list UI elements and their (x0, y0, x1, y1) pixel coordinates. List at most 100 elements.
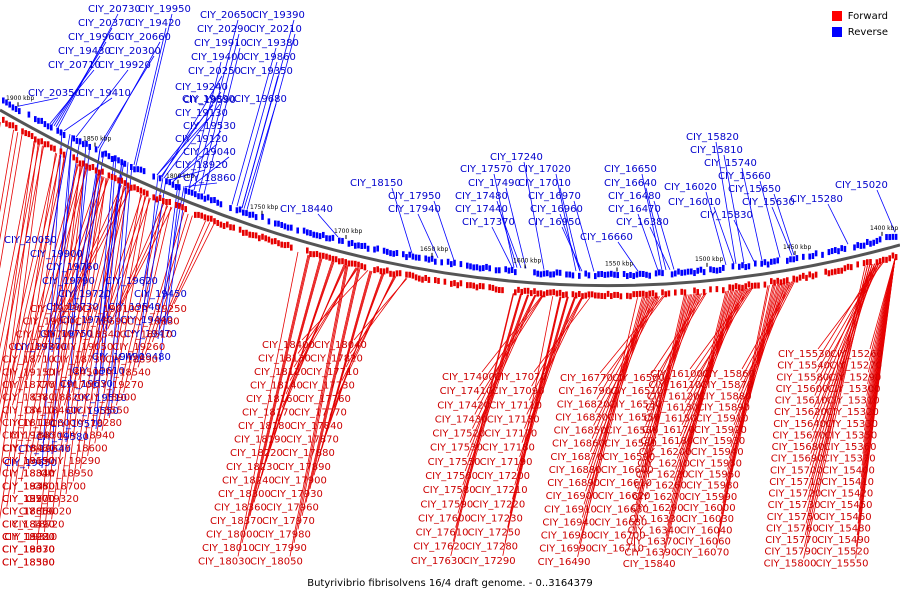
forward-leader-line (0, 152, 56, 520)
forward-gene-label: CIY_19010 (82, 304, 135, 315)
reverse-gene (853, 244, 856, 251)
kbp-tick-track: 1900 kbp 1850 kbp 1800 kbp 1750 kbp 1700 kbp… (6, 95, 898, 272)
forward-gene (747, 281, 751, 288)
forward-leader-line (58, 175, 103, 507)
forward-gene-label: CIY_17220 (472, 499, 525, 510)
reverse-gene (594, 273, 597, 280)
reverse-gene (507, 267, 511, 274)
reverse-gene (75, 137, 79, 144)
forward-gene-label: CIY_18500 (2, 557, 55, 568)
forward-gene (664, 291, 667, 298)
reverse-leader-line (417, 213, 439, 259)
forward-gene (834, 268, 837, 275)
forward-gene-label: CIY_18730 (53, 355, 106, 366)
forward-gene (792, 275, 795, 282)
forward-gene-label: CIY_17600 (418, 513, 471, 524)
forward-leader-line (289, 264, 347, 557)
reverse-gene (658, 269, 661, 276)
reverse-gene (469, 263, 472, 270)
reverse-gene (72, 135, 75, 142)
reverse-gene (510, 266, 514, 273)
kbp-tick-label: 1550 kbp (605, 261, 633, 268)
reverse-gene (555, 269, 559, 276)
reverse-gene (206, 194, 210, 201)
forward-gene-label: CIY_17610 (416, 528, 469, 539)
forward-gene (520, 288, 523, 295)
forward-gene (453, 280, 456, 287)
forward-gene-label: CIY_16210 (637, 458, 690, 469)
forward-gene-label: CIY_16510 (610, 386, 663, 397)
forward-gene-label: CIY_15730 (768, 500, 821, 511)
reverse-gene (424, 255, 427, 262)
forward-gene-label: CIY_15890 (697, 403, 750, 414)
forward-gene (216, 219, 219, 226)
reverse-leader-line (641, 173, 663, 271)
reverse-leader-line (231, 47, 277, 205)
forward-gene-label: CIY_18950 (40, 469, 93, 480)
forward-leader-line (741, 281, 793, 370)
forward-leader-line (0, 141, 35, 397)
forward-gene (648, 290, 651, 297)
forward-gene (347, 260, 351, 267)
forward-gene-label: CIY_19230 (30, 304, 83, 315)
forward-gene-label: CIY_18660 (2, 507, 55, 518)
forward-gene-label: CIY_17980 (258, 529, 311, 540)
reverse-gene (674, 270, 677, 277)
reverse-gene (242, 209, 245, 216)
forward-leader-line (20, 163, 78, 482)
forward-gene (200, 212, 203, 219)
reverse-gene-label: CIY_18860 (183, 173, 236, 184)
forward-gene-label: CIY_17230 (470, 513, 523, 524)
forward-leader-line (261, 258, 323, 476)
reverse-leader-line (559, 213, 581, 272)
forward-gene (286, 241, 290, 248)
forward-gene-label: CIY_18380 (2, 393, 55, 404)
kbp-tick-label: 1400 kbp (870, 225, 898, 232)
forward-gene-label: CIY_16110 (648, 380, 701, 391)
forward-gene-label: CIY_16150 (644, 414, 697, 425)
reverse-leader-line (188, 61, 222, 189)
reverse-gene (216, 199, 219, 206)
forward-gene-label: CIY_17840 (290, 421, 343, 432)
reverse-leader-line (617, 241, 639, 272)
reverse-gene (296, 227, 299, 234)
forward-gene (184, 206, 187, 213)
forward-leader-line (40, 176, 105, 355)
reverse-gene-track (2, 97, 898, 280)
reverse-gene-label: CIY_20290 (197, 24, 250, 35)
reverse-gene (318, 233, 322, 240)
forward-gene (494, 286, 498, 293)
reverse-gene (766, 261, 770, 268)
forward-gene-label: CIY_18980 (2, 532, 55, 543)
reverse-gene (78, 138, 82, 145)
forward-leader-line (297, 265, 349, 530)
forward-gene (418, 275, 421, 282)
reverse-gene (446, 258, 450, 265)
reverse-gene (786, 257, 789, 264)
forward-gene (891, 252, 895, 259)
reverse-gene-label: CIY_16640 (604, 178, 657, 189)
forward-gene-label: CIY_18600 (55, 443, 108, 454)
kbp-tick-label: 1600 kbp (513, 257, 541, 264)
reverse-gene (43, 121, 47, 128)
reverse-gene (827, 249, 831, 256)
forward-gene (136, 186, 139, 193)
reverse-gene-label: CIY_17440 (455, 204, 508, 215)
reverse-gene (322, 231, 325, 238)
forward-leader-line (450, 293, 515, 556)
forward-gene (626, 292, 629, 299)
forward-gene-label: CIY_18400 (262, 340, 315, 351)
reverse-gene (840, 245, 843, 252)
reverse-gene-label: CIY_19400 (191, 52, 244, 63)
forward-gene-label: CIY_16560 (606, 426, 659, 437)
forward-gene (158, 194, 162, 201)
forward-gene-label: CIY_18410 (2, 405, 55, 416)
reverse-gene (354, 242, 357, 249)
forward-gene (798, 274, 802, 281)
forward-gene-label: CIY_19290 (48, 456, 101, 467)
forward-gene (322, 252, 325, 259)
reverse-gene-label: CIY_19900 (30, 249, 83, 260)
forward-leader-line (241, 254, 309, 544)
forward-gene (2, 116, 5, 123)
forward-leader-line (0, 134, 23, 269)
